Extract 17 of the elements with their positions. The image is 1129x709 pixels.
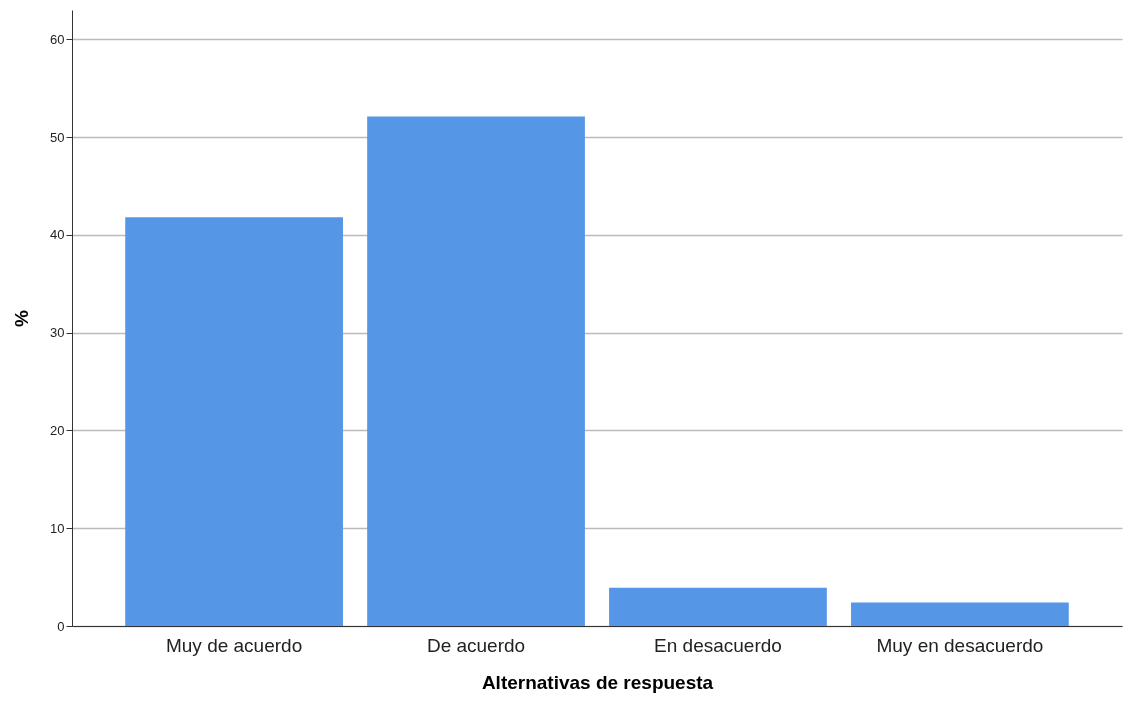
y-tick-label: 30 [50, 325, 65, 341]
bar [851, 602, 1069, 626]
y-tick-label: 10 [50, 520, 65, 536]
y-tick-label: 20 [50, 422, 65, 438]
bar [609, 587, 827, 626]
y-axis-title: % [11, 309, 33, 327]
y-tick-label: 0 [57, 618, 65, 634]
bar [367, 116, 585, 626]
x-tick-label: En desacuerdo [654, 634, 782, 656]
y-tick-label: 40 [50, 227, 65, 243]
y-tick-label: 60 [50, 31, 65, 47]
x-axis-title: Alternativas de respuesta [481, 671, 714, 693]
bar [125, 217, 343, 626]
x-tick-label: Muy en desacuerdo [876, 634, 1044, 656]
y-tick-label: 50 [50, 129, 65, 145]
x-tick-label: Muy de acuerdo [165, 634, 303, 656]
x-tick-label: De acuerdo [426, 634, 526, 656]
